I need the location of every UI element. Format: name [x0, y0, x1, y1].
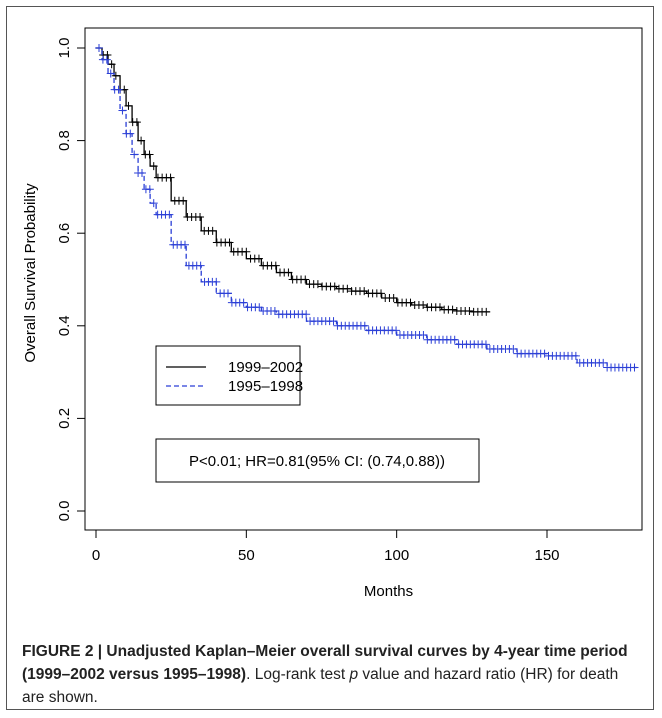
- censor-mark: [482, 307, 491, 316]
- censor-mark: [166, 173, 175, 182]
- censor-mark: [270, 306, 279, 315]
- censor-mark: [448, 305, 457, 314]
- censor-mark: [465, 306, 474, 315]
- x-tick-label: 50: [238, 547, 255, 564]
- censor-mark: [124, 101, 133, 110]
- censor-mark: [196, 212, 205, 221]
- censor-mark: [599, 358, 608, 367]
- y-tick-label: 0.8: [56, 130, 73, 151]
- censor-mark: [239, 298, 248, 307]
- censor-mark: [301, 275, 310, 284]
- censor-mark: [377, 289, 386, 298]
- censor-mark: [419, 331, 428, 340]
- censor-mark: [145, 150, 154, 159]
- censor-mark: [132, 118, 141, 127]
- censor-mark: [313, 280, 322, 289]
- censor-mark: [165, 210, 174, 219]
- y-tick-label: 0.2: [56, 408, 73, 429]
- censor-mark: [103, 50, 112, 59]
- censor-mark: [138, 169, 147, 178]
- x-tick-label: 150: [534, 547, 559, 564]
- censor-mark: [255, 303, 264, 312]
- censor-mark: [271, 261, 280, 270]
- x-tick-label: 100: [384, 547, 409, 564]
- censor-mark: [254, 254, 263, 263]
- censor-mark: [107, 60, 116, 69]
- y-axis-label: Overall Survival Probability: [22, 183, 39, 363]
- plot-border: [84, 27, 643, 531]
- censor-mark: [95, 44, 104, 52]
- censor-mark: [571, 351, 580, 360]
- censor-mark: [509, 344, 518, 353]
- y-tick-label: 0.4: [56, 315, 73, 336]
- censor-mark: [360, 287, 369, 296]
- figure-frame: [6, 6, 654, 710]
- x-tick-label: 0: [92, 547, 100, 564]
- censor-mark: [179, 196, 188, 205]
- caption-text-2: value and hazard ratio (HR) for death ar…: [22, 666, 619, 706]
- series-line-1999-2002: [96, 47, 490, 313]
- caption-title: FIGURE 2 | Unadjusted Kaplan–Meier overa…: [22, 643, 628, 683]
- caption-text-1: . Log-rank test: [246, 666, 350, 683]
- censor-mark: [126, 129, 135, 138]
- legend-label-1995-1998: 1995–1998: [228, 378, 303, 395]
- censor-mark: [149, 199, 158, 208]
- censor-mark: [389, 294, 398, 303]
- figure-caption: FIGURE 2 | Unadjusted Kaplan–Meier overa…: [22, 640, 632, 709]
- censor-mark: [196, 261, 205, 270]
- censor-mark: [302, 310, 311, 319]
- x-axis-label: Months: [364, 583, 413, 600]
- hr-annotation: P<0.01; HR=0.81(95% CI: (0.74,0.88)): [189, 453, 445, 470]
- censor-mark: [118, 106, 127, 115]
- annotation-box: [155, 438, 480, 483]
- y-tick-label: 1.0: [56, 38, 73, 59]
- legend-box: [155, 345, 301, 406]
- censor-mark: [406, 298, 415, 307]
- censor-mark: [450, 335, 459, 344]
- censor-mark: [180, 240, 189, 249]
- censor-mark: [392, 326, 401, 335]
- censor-mark: [242, 247, 251, 256]
- censor-mark: [360, 321, 369, 330]
- y-tick-label: 0.6: [56, 223, 73, 244]
- censor-mark: [343, 284, 352, 293]
- censor-mark: [419, 300, 428, 309]
- censor-mark: [225, 238, 234, 247]
- y-tick-label: 0.0: [56, 501, 73, 522]
- censor-mark: [223, 289, 232, 298]
- censor-mark: [130, 150, 139, 159]
- censor-mark: [284, 268, 293, 277]
- censor-mark: [208, 226, 217, 235]
- survival-chart: 0 50 100 150 0.0 0.2 0.4 0.6 0.8 1.0 Months Overall…: [22, 27, 643, 600]
- censor-mark: [111, 71, 120, 80]
- censor-mark: [106, 69, 115, 78]
- censor-mark: [212, 277, 221, 286]
- censor-mark: [149, 162, 158, 171]
- censor-mark: [145, 185, 154, 194]
- censor-mark: [481, 340, 490, 349]
- censor-mark: [329, 317, 338, 326]
- censor-mark: [102, 55, 111, 64]
- series-line-1995-1998: [96, 47, 638, 369]
- censor-mark: [137, 136, 146, 145]
- censor-mark: [435, 303, 444, 312]
- censor-mark: [330, 282, 339, 291]
- censor-mark: [630, 363, 639, 372]
- censor-mark: [114, 85, 123, 94]
- caption-p-italic: p: [349, 666, 359, 683]
- legend-label-1999-2002: 1999–2002: [228, 359, 303, 376]
